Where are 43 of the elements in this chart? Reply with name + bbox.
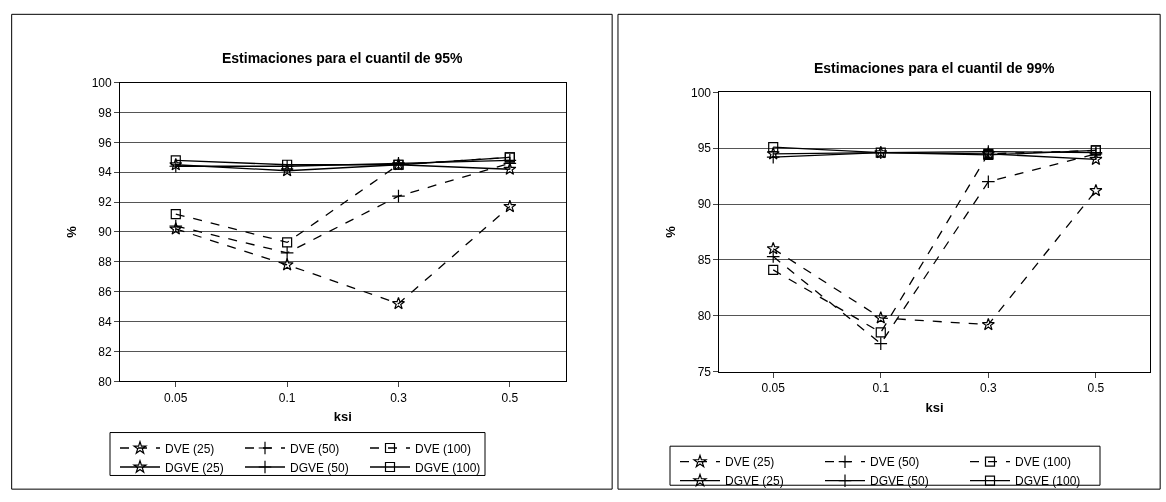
x-tick-label: 0.1 [278,390,296,405]
y-tick-label: 80 [98,374,113,389]
legend-label: DGVE (25) [165,460,224,475]
x-tick-label: 0.3 [979,380,997,395]
y-axis-title: % [662,225,678,238]
y-tick-label: 95 [697,141,712,156]
legend-label: DGVE (25) [725,474,784,489]
y-tick-label: 82 [98,344,113,359]
legend-label: DVE (25) [725,455,775,470]
y-tick-label: 84 [98,314,113,329]
x-tick-label: 0.5 [1087,380,1105,395]
legend-label: DVE (25) [165,441,215,456]
y-tick-label: 75 [697,364,712,379]
y-tick-label: 90 [98,225,113,240]
x-axis-title: ksi [925,399,944,415]
legend-label: DGVE (50) [290,460,349,475]
x-tick-label: 0.05 [164,390,188,405]
legend-label: DGVE (100) [1015,474,1081,489]
y-axis-title: % [63,225,79,238]
y-tick-label: 86 [98,284,113,299]
y-tick-label: 80 [697,308,712,323]
x-axis-title: ksi [333,409,352,425]
y-tick-label: 96 [98,135,113,150]
y-tick-label: 88 [98,255,113,270]
y-tick-label: 92 [98,195,113,210]
chart-title: Estimaciones para el cuantil de 99% [814,60,1055,76]
x-tick-label: 0.5 [501,390,519,405]
x-tick-label: 0.05 [761,380,786,395]
legend-label: DVE (100) [415,441,472,456]
y-tick-label: 90 [697,197,712,212]
legend-label: DVE (50) [290,441,340,456]
y-tick-label: 100 [91,75,113,90]
legend-label: DGVE (100) [415,460,481,475]
x-tick-label: 0.3 [390,390,408,405]
legend-label: DVE (50) [870,455,920,470]
y-tick-label: 85 [697,253,712,268]
y-tick-label: 98 [98,105,113,120]
legend-label: DGVE (50) [870,474,929,489]
chart-title: Estimaciones para el cuantil de 95% [222,50,463,66]
y-tick-label: 94 [98,165,113,180]
x-tick-label: 0.1 [872,380,890,395]
legend-label: DVE (100) [1015,455,1072,470]
y-tick-label: 100 [690,85,712,100]
